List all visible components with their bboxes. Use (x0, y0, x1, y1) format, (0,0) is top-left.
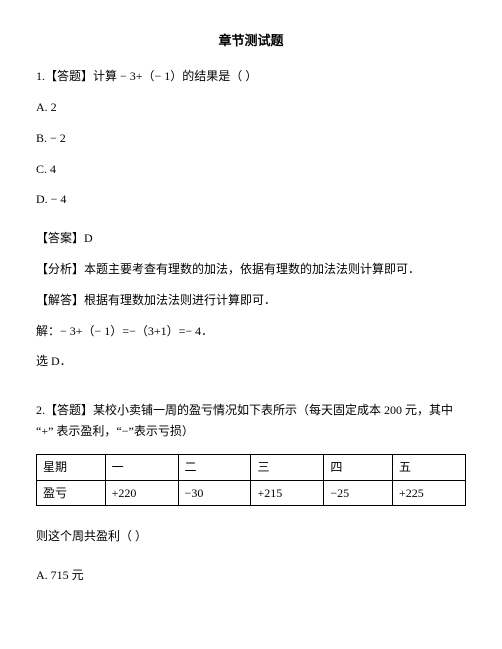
page-title: 章节测试题 (36, 32, 466, 50)
q1-answer: 【答案】D (36, 230, 466, 247)
q1-solve-intro: 【解答】根据有理数加法法则进行计算即可． (36, 292, 466, 309)
table-cell: −30 (178, 480, 251, 506)
table-cell: 二 (178, 454, 251, 480)
q1-option-d: D. − 4 (36, 191, 466, 208)
document-page: 章节测试题 1.【答题】计算 − 3+（− 1）的结果是（ ） A. 2 B. … (0, 0, 502, 649)
q2-option-a: A. 715 元 (36, 567, 466, 584)
table-cell: 四 (324, 454, 393, 480)
table-row: 星期 一 二 三 四 五 (37, 454, 466, 480)
q1-analysis: 【分析】本题主要考查有理数的加法，依据有理数的加法法则计算即可． (36, 261, 466, 278)
q2-tail: 则这个周共盈利（ ） (36, 528, 466, 545)
q1-stem: 1.【答题】计算 − 3+（− 1）的结果是（ ） (36, 68, 466, 85)
table-cell: 盈亏 (37, 480, 106, 506)
table-cell: 三 (251, 454, 324, 480)
q2-stem-line2: “+” 表示盈利，“−”表示亏损） (36, 423, 466, 440)
q1-option-b: B. − 2 (36, 130, 466, 147)
table-cell: 星期 (37, 454, 106, 480)
table-cell: +215 (251, 480, 324, 506)
table-cell: −25 (324, 480, 393, 506)
q1-option-a: A. 2 (36, 99, 466, 116)
table-cell: +225 (393, 480, 466, 506)
q2-table: 星期 一 二 三 四 五 盈亏 +220 −30 +215 −25 +225 (36, 454, 466, 507)
table-cell: 一 (105, 454, 178, 480)
table-row: 盈亏 +220 −30 +215 −25 +225 (37, 480, 466, 506)
q1-option-c: C. 4 (36, 161, 466, 178)
q1-solve-select: 选 D． (36, 353, 466, 370)
table-cell: 五 (393, 454, 466, 480)
q1-solve-calc: 解：− 3+（− 1）=−（3+1）=− 4． (36, 323, 466, 340)
table-cell: +220 (105, 480, 178, 506)
q2-stem-line1: 2.【答题】某校小卖铺一周的盈亏情况如下表所示（每天固定成本 200 元，其中 (36, 402, 466, 419)
